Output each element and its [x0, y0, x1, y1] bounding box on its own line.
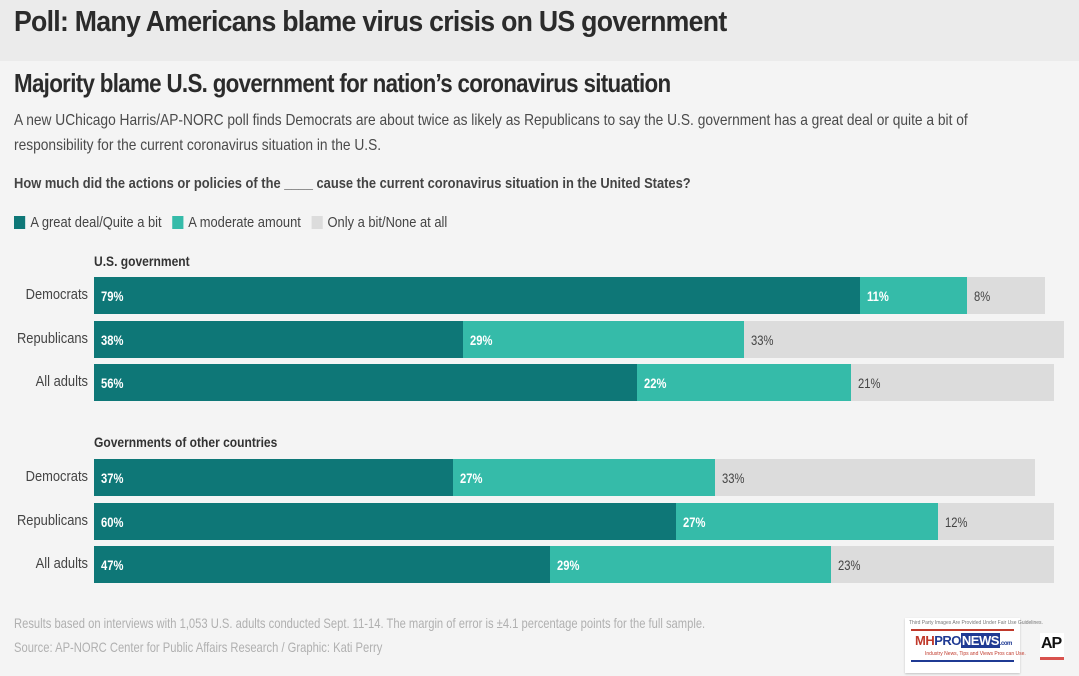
chart-headline: Majority blame U.S. government for natio… [14, 68, 671, 98]
row-label: Republicans [16, 512, 89, 529]
data-label: 56% [101, 374, 124, 391]
data-label: 27% [683, 513, 706, 530]
data-label: 8% [974, 287, 991, 304]
watermark-disclaimer: Third Party Images Are Provided Under Fa… [909, 620, 1043, 626]
mhpronews-watermark-logo: Third Party Images Are Provided Under Fa… [905, 618, 1043, 673]
chart-intro: A new UChicago Harris/AP-NORC poll finds… [14, 112, 968, 154]
row-label: Democrats [25, 468, 88, 485]
bar-segment-little: 23% [831, 546, 1055, 583]
data-label: 29% [556, 556, 580, 573]
ap-logo-bar [1040, 657, 1064, 660]
watermark-com: .com [999, 641, 1013, 647]
bar-segment-little: 33% [714, 459, 1035, 496]
data-label: 79% [101, 287, 124, 304]
bar-segment-little: 21% [850, 364, 1055, 401]
banner: Poll: Many Americans blame virus crisis … [0, 0, 1079, 61]
row-label: Republicans [16, 330, 89, 347]
watermark-rule-blue [911, 660, 1014, 662]
legend-label: A great deal/Quite a bit [30, 214, 162, 231]
footnote: Results based on interviews with 1,053 U… [14, 615, 706, 631]
data-label: 23% [838, 556, 861, 573]
bar-segment-little: 33% [743, 321, 1064, 358]
watermark-pro: PRO [934, 633, 961, 648]
legend-item-little: Only a bit/None at all [311, 214, 447, 231]
bar-segment-moderate: 22% [637, 364, 851, 401]
legend-item-moderate: A moderate amount [171, 214, 301, 231]
row-label: Democrats [25, 286, 88, 303]
legend-item-great-deal: A great deal/Quite a bit [14, 214, 162, 231]
bar-segment-moderate: 27% [676, 503, 938, 540]
watermark-mh: MH [915, 633, 935, 648]
legend-swatch-little [311, 216, 323, 229]
bar-segment-great-deal: 60% [94, 503, 676, 540]
bar-segment-great-deal: 56% [94, 364, 638, 401]
bar-segment-great-deal: 47% [94, 546, 550, 583]
source-credit: Source: AP-NORC Center for Public Affair… [14, 639, 383, 655]
group-title: U.S. government [94, 253, 190, 269]
chart-question: How much did the actions or policies of … [14, 175, 691, 192]
legend-swatch-moderate [171, 216, 184, 229]
data-label: 60% [101, 513, 124, 530]
bar-segment-little: 12% [937, 503, 1055, 540]
data-label: 47% [101, 556, 124, 573]
bar-segment-great-deal: 79% [94, 277, 861, 314]
data-label: 11% [867, 287, 890, 304]
watermark-tagline: Industry News, Tips and Views Pros can U… [925, 651, 1026, 657]
data-label: 33% [750, 331, 774, 348]
data-label: 22% [644, 374, 667, 391]
legend-label: Only a bit/None at all [327, 214, 448, 231]
data-label: 27% [459, 469, 483, 486]
bar-segment-moderate: 11% [860, 277, 967, 314]
legend-swatch-great-deal [14, 216, 26, 229]
bar-segment-great-deal: 38% [94, 321, 463, 358]
ap-logo: AP [1040, 633, 1064, 660]
legend-label: A moderate amount [188, 214, 301, 231]
data-label: 33% [721, 469, 745, 486]
data-label: 38% [101, 331, 124, 348]
data-label: 12% [944, 513, 968, 530]
group-title: Governments of other countries [94, 434, 278, 450]
watermark-wordmark: MHPRONEWS.com [915, 633, 1012, 648]
data-label: 21% [857, 374, 881, 391]
bar-segment-moderate: 29% [549, 546, 832, 583]
row-label: All adults [35, 373, 88, 390]
bar-segment-moderate: 29% [462, 321, 744, 358]
row-label: All adults [35, 555, 88, 572]
bar-segment-great-deal: 37% [94, 459, 453, 496]
banner-title: Poll: Many Americans blame virus crisis … [14, 6, 727, 38]
data-label: 29% [469, 331, 493, 348]
data-label: 37% [101, 469, 124, 486]
ap-logo-text: AP [1041, 635, 1062, 652]
bar-segment-little: 8% [967, 277, 1045, 314]
legend: A great deal/Quite a bit A moderate amou… [14, 214, 458, 231]
watermark-news: NEWS [960, 633, 1000, 648]
bar-segment-moderate: 27% [452, 459, 715, 496]
watermark-rule-red [911, 629, 1014, 631]
